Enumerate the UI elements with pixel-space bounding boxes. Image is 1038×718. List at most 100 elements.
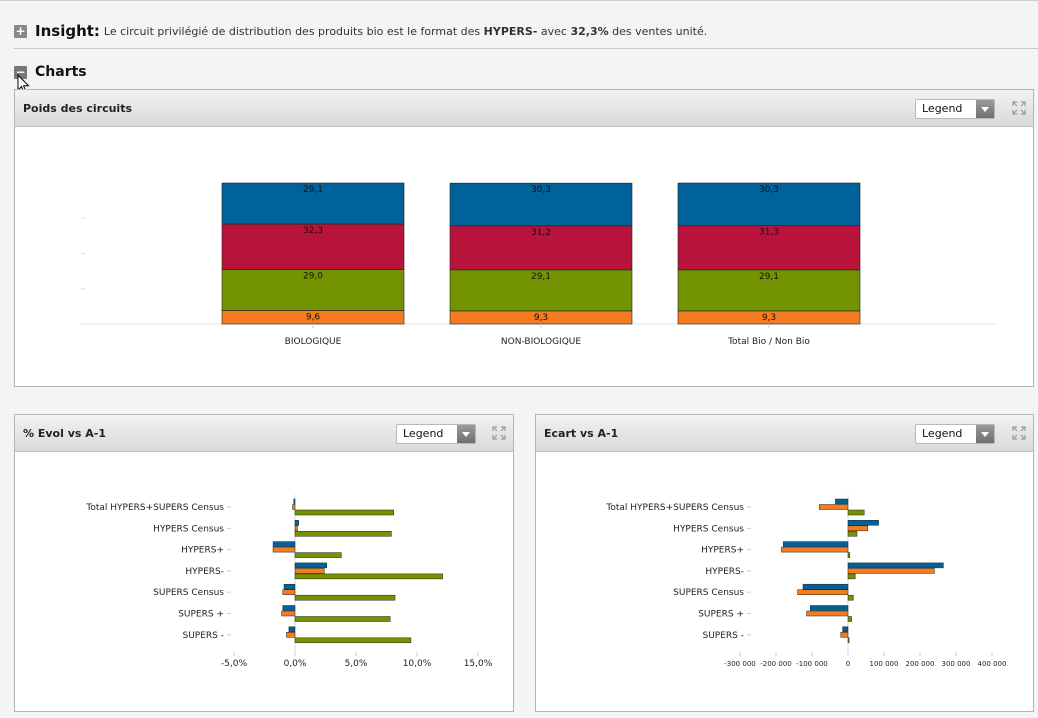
bar <box>294 616 391 622</box>
bar <box>847 509 865 516</box>
poids-circuits-panel-header: Poids des circuits Legend <box>15 90 1033 127</box>
poids-legend-label: Legend <box>922 102 963 115</box>
data-label: 9,3 <box>534 313 548 323</box>
bar <box>272 546 296 553</box>
bar <box>818 504 849 510</box>
chevron-down-icon <box>457 425 475 443</box>
category-label: HYPERS+ <box>181 546 224 556</box>
data-label: 30,3 <box>531 185 551 195</box>
x-tick-label: 10,0% <box>403 659 432 669</box>
evol-panel-header: % Evol vs A-1 Legend <box>15 415 513 452</box>
ecart-legend-dropdown[interactable]: Legend <box>915 424 995 444</box>
x-tick-label: -5,0% <box>221 659 248 669</box>
stacked-bar-segment <box>677 182 861 227</box>
x-tick-label: -200 000 <box>760 660 791 668</box>
data-label: 29,1 <box>759 272 779 282</box>
stacked-bar-segment <box>221 182 405 225</box>
stacked-bar-segment <box>449 182 633 227</box>
bar <box>847 594 854 601</box>
x-tick-label: 0 <box>846 660 850 668</box>
x-tick-label: Total Bio / Non Bio <box>727 337 810 347</box>
insight-text-middle: avec <box>540 24 567 38</box>
bar <box>283 583 296 590</box>
bar <box>847 568 935 574</box>
bar <box>294 552 342 558</box>
bar <box>294 509 395 516</box>
data-label: 29,0 <box>303 272 323 282</box>
category-label: SUPERS - <box>183 631 225 641</box>
chevron-down-icon <box>976 425 994 443</box>
insight-text-before: Le circuit privilégié de distribution de… <box>103 24 481 38</box>
bar <box>847 531 858 537</box>
bar <box>272 541 296 547</box>
bar <box>847 562 944 569</box>
x-tick-label: 5,0% <box>345 659 368 669</box>
section-divider <box>14 48 1038 49</box>
category-label: SUPERS + <box>698 610 744 620</box>
category-label: SUPERS Census <box>153 588 224 598</box>
chevron-down-icon <box>976 100 994 118</box>
insight-highlight: HYPERS- <box>483 24 538 38</box>
x-tick-label: NON-BIOLOGIQUE <box>501 337 581 347</box>
bar <box>802 583 849 590</box>
evol-legend-label: Legend <box>403 427 444 440</box>
evol-panel: % Evol vs A-1 Legend Total HYPERS+SUPERS… <box>14 414 514 712</box>
x-tick-label: 400 000 <box>978 660 1007 668</box>
bar <box>282 589 296 595</box>
stacked-bar-segment <box>221 223 405 270</box>
poids-circuits-panel: Poids des circuits Legend 9,6 29,0 32,3 29,… <box>14 89 1034 387</box>
stacked-bar-segment <box>677 269 861 312</box>
bar <box>292 504 296 510</box>
bar <box>294 520 299 526</box>
insight-text-after: des ventes unité. <box>612 24 708 38</box>
bar <box>294 531 392 537</box>
insight-label: Insight: <box>35 22 100 40</box>
x-tick-label: 100 000 <box>870 660 899 668</box>
insight-row: + Insight: Le circuit privilégié de dist… <box>14 20 1034 42</box>
category-label: SUPERS + <box>178 610 224 620</box>
stacked-bar-segment <box>677 225 861 271</box>
insight-text: Le circuit privilégié de distribution de… <box>104 25 707 38</box>
expand-icon[interactable] <box>1011 100 1027 116</box>
poids-legend-dropdown[interactable]: Legend <box>915 99 995 119</box>
insight-expand-toggle[interactable]: + <box>14 23 27 38</box>
bar <box>294 525 298 532</box>
bar <box>847 520 879 526</box>
bar <box>293 498 296 505</box>
bar <box>847 552 851 558</box>
bar <box>294 637 412 644</box>
category-label: Total HYPERS+SUPERS Census <box>85 503 224 513</box>
category-label: SUPERS - <box>703 631 745 641</box>
bar <box>809 605 849 611</box>
ecart-panel-header: Ecart vs A-1 Legend <box>536 415 1033 452</box>
data-label: 30,3 <box>759 185 779 195</box>
expand-icon[interactable] <box>1011 425 1027 441</box>
category-label: Total HYPERS+SUPERS Census <box>605 503 744 513</box>
ecart-legend-label: Legend <box>922 427 963 440</box>
bar <box>847 573 856 580</box>
bar <box>282 605 296 611</box>
category-label: HYPERS- <box>705 567 744 577</box>
evol-title: % Evol vs A-1 <box>23 427 106 440</box>
x-tick-label: -100 000 <box>796 660 827 668</box>
bar <box>840 632 849 638</box>
evol-legend-dropdown[interactable]: Legend <box>396 424 476 444</box>
bar <box>286 632 296 638</box>
bar <box>781 546 849 553</box>
data-label: 32,3 <box>303 226 323 236</box>
expand-icon[interactable] <box>491 425 507 441</box>
bar <box>294 562 327 569</box>
x-tick-label: 200 000 <box>906 660 935 668</box>
stacked-bar-segment <box>221 269 405 311</box>
ecart-panel: Ecart vs A-1 Legend Total HYPERS+SUPERS … <box>535 414 1034 712</box>
charts-collapse-toggle[interactable]: − <box>14 64 27 79</box>
insight-value: 32,3% <box>570 24 609 38</box>
category-label: HYPERS- <box>185 567 224 577</box>
bar <box>847 525 869 532</box>
category-label: HYPERS Census <box>673 524 744 534</box>
bar <box>288 626 296 633</box>
top-border <box>0 0 1038 1</box>
charts-section-label: Charts <box>35 64 87 80</box>
charts-section-header: − Charts <box>14 62 87 82</box>
data-label: 9,3 <box>762 313 776 323</box>
